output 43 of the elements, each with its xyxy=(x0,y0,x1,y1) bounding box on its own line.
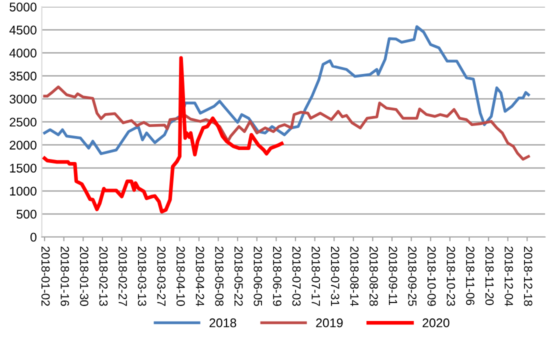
x-tick-label: 2018-01-02 xyxy=(41,246,50,306)
x-tick-label: 2018-06-05 xyxy=(254,246,262,306)
x-tick-label: 2018-11-20 xyxy=(485,246,494,306)
y-tick-label: 2000 xyxy=(10,140,36,150)
y-tick-label: 0 xyxy=(30,232,36,242)
y-tick-label: 4500 xyxy=(9,26,36,34)
y-tick-label: 4000 xyxy=(9,48,36,58)
y-tick-label: 1500 xyxy=(10,164,36,173)
x-tick-label: 2018-08-14 xyxy=(350,246,359,306)
line-series xyxy=(42,56,284,214)
x-tick-label: 2018-06-19 xyxy=(273,246,282,306)
legend-label: 2020 xyxy=(422,318,450,328)
x-tick-label: 2018-07-03 xyxy=(292,246,301,306)
x-tick-label: 2018-02-27 xyxy=(118,246,127,306)
x-tick-label: 2018-05-22 xyxy=(234,246,243,306)
x-tick-label: 2018-09-25 xyxy=(408,246,416,306)
x-tick-label: 2018-02-13 xyxy=(99,246,108,306)
x-tick-label: 2018-03-27 xyxy=(157,246,166,306)
y-tick-label: 5000 xyxy=(10,2,36,12)
legend-label: 2018 xyxy=(210,318,236,328)
x-tick-label: 2018-12-04 xyxy=(504,246,514,306)
x-tick-label: 2018-07-17 xyxy=(312,246,320,306)
x-tick-label: 2018-03-13 xyxy=(138,246,146,306)
x-tick-label: 2018-01-30 xyxy=(80,246,88,306)
y-tick-label: 2500 xyxy=(10,118,36,127)
x-tick-label: 2018-09-11 xyxy=(388,246,398,305)
x-tick-label: 2018-05-08 xyxy=(215,246,224,306)
y-tick-label: 3000 xyxy=(10,94,36,104)
legend-label: 2019 xyxy=(316,318,343,328)
x-tick-label: 2018-10-09 xyxy=(427,246,436,306)
x-tick-label: 2018-10-23 xyxy=(446,246,456,306)
x-tick-label: 2018-08-28 xyxy=(370,246,378,306)
line-series xyxy=(43,25,530,156)
x-tick-label: 2018-07-31 xyxy=(330,246,340,306)
x-tick-label: 2018-12-18 xyxy=(524,246,532,306)
x-tick-label: 2018-04-24 xyxy=(196,246,204,306)
x-tick-label: 2018-11-06 xyxy=(466,246,474,306)
x-tick-label: 2018-01-16 xyxy=(60,246,70,306)
x-tick-label: 2018-04-10 xyxy=(176,246,185,306)
y-tick-label: 500 xyxy=(16,210,36,219)
y-tick-label: 3500 xyxy=(10,72,36,81)
y-tick-label: 1000 xyxy=(10,186,36,196)
line-series xyxy=(43,86,530,161)
